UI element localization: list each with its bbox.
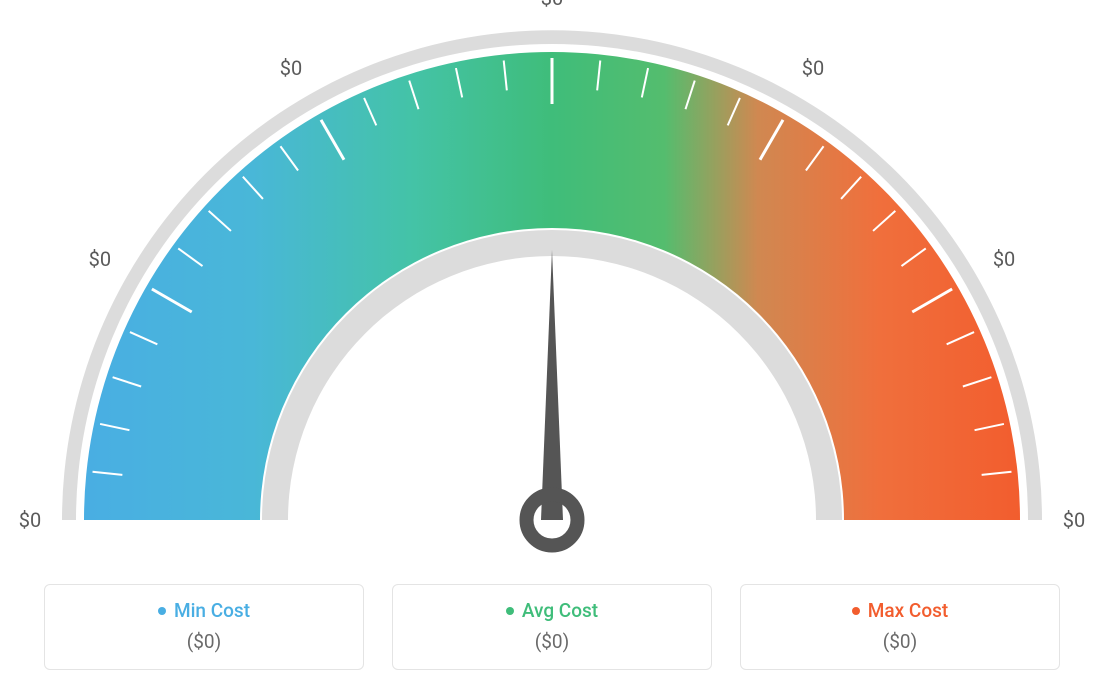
gauge-tick-label: $0	[541, 0, 563, 10]
gauge-tick-label: $0	[802, 56, 824, 80]
legend-title-min: Min Cost	[63, 599, 345, 622]
legend-card-max: Max Cost ($0)	[740, 584, 1060, 670]
legend-value-max: ($0)	[759, 630, 1041, 653]
legend-title-max: Max Cost	[759, 599, 1041, 622]
legend-dot-min	[158, 607, 166, 615]
legend-value-avg: ($0)	[411, 630, 693, 653]
legend-dot-max	[852, 607, 860, 615]
gauge-area: $0 $0 $0 $0 $0 $0 $0	[0, 0, 1104, 560]
gauge-tick-label: $0	[1063, 508, 1085, 532]
legend-row: Min Cost ($0) Avg Cost ($0) Max Cost ($0…	[0, 584, 1104, 670]
legend-label-min: Min Cost	[174, 599, 250, 622]
gauge-tick-label: $0	[280, 56, 302, 80]
gauge-tick-label: $0	[19, 508, 41, 532]
legend-value-min: ($0)	[63, 630, 345, 653]
gauge-tick-label: $0	[993, 247, 1015, 271]
legend-label-avg: Avg Cost	[522, 599, 598, 622]
legend-card-min: Min Cost ($0)	[44, 584, 364, 670]
legend-title-avg: Avg Cost	[411, 599, 693, 622]
gauge-chart-container: $0 $0 $0 $0 $0 $0 $0 Min Cost ($0) Avg Cost ($…	[0, 0, 1104, 690]
gauge-svg	[0, 0, 1104, 560]
gauge-tick-label: $0	[89, 247, 111, 271]
legend-label-max: Max Cost	[868, 599, 948, 622]
legend-card-avg: Avg Cost ($0)	[392, 584, 712, 670]
legend-dot-avg	[506, 607, 514, 615]
